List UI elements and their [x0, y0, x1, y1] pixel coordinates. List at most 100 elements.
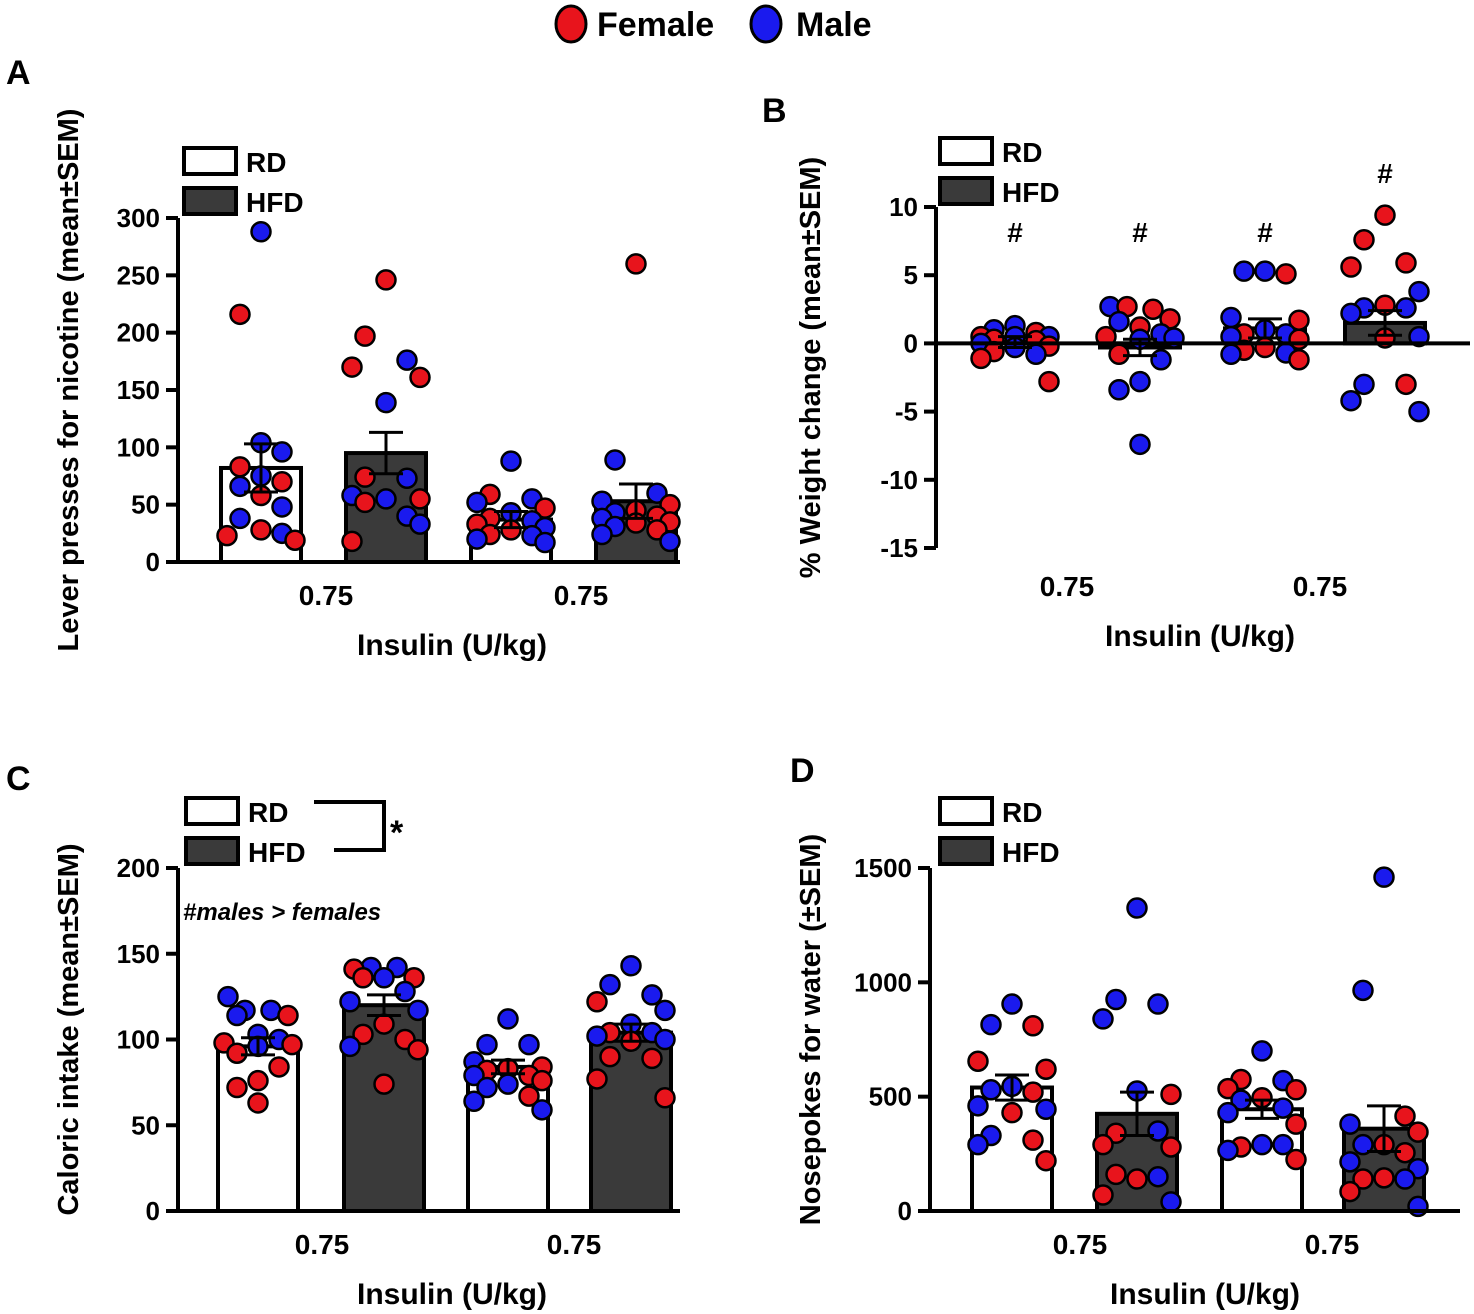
legend-hfd-swatch — [938, 836, 994, 866]
female-point — [1373, 1167, 1395, 1189]
y-axis-label: % Weight change (mean±SEM) — [795, 157, 827, 578]
y-tick-label: 100 — [117, 1025, 160, 1055]
female-point — [229, 303, 251, 326]
male-point — [980, 1013, 1002, 1036]
y-tick-label: 50 — [131, 490, 160, 520]
female-point — [1407, 1121, 1429, 1143]
male-point — [1001, 993, 1023, 1015]
female-point — [226, 1042, 248, 1064]
female-point — [409, 488, 431, 510]
female-point — [247, 1069, 269, 1092]
x-tick-label: 0.75 — [1293, 571, 1348, 602]
legend-hfd-swatch — [938, 176, 994, 206]
y-tick-label: 1000 — [854, 967, 912, 997]
legend-hfd-label: HFD — [246, 187, 304, 218]
y-tick-label: 10 — [889, 192, 918, 222]
male-point — [407, 999, 429, 1022]
male-point — [1092, 1008, 1114, 1030]
male-point — [1160, 1191, 1182, 1213]
male-point — [1352, 1133, 1374, 1156]
x-tick-label: 0.75 — [1053, 1229, 1108, 1260]
male-point — [339, 1035, 361, 1058]
female-point — [641, 1047, 663, 1070]
y-tick-label: 200 — [117, 853, 160, 883]
male-point — [1339, 1151, 1361, 1173]
female-point — [531, 1069, 553, 1092]
male-point — [463, 1090, 485, 1112]
panel-label-d: D — [790, 752, 815, 790]
female-point — [1105, 1163, 1127, 1186]
male-point — [375, 391, 397, 414]
female-point — [375, 269, 397, 291]
male-point — [1108, 310, 1130, 333]
male-point — [1251, 1040, 1273, 1062]
male-point — [1340, 389, 1362, 412]
sex-legend: Female Male — [554, 4, 872, 44]
male-point — [620, 955, 642, 977]
male-point — [1220, 306, 1242, 329]
male-point — [1408, 400, 1430, 423]
male-point — [217, 985, 239, 1008]
male-point — [466, 491, 488, 514]
female-point — [1374, 204, 1396, 226]
female-point — [229, 456, 251, 478]
male-point — [409, 513, 431, 535]
legend-hfd-swatch — [184, 836, 240, 866]
legend-male-label: Male — [796, 6, 872, 44]
female-point — [352, 967, 374, 989]
male-point — [980, 1079, 1002, 1101]
male-point — [1251, 1133, 1273, 1156]
female-point — [271, 470, 293, 493]
y-tick-label: 300 — [117, 203, 160, 233]
male-point — [229, 507, 251, 530]
male-point — [373, 967, 395, 989]
male-point — [1407, 1195, 1429, 1218]
y-tick-label: 50 — [131, 1110, 160, 1140]
female-point — [1022, 1081, 1044, 1103]
male-point — [1254, 260, 1276, 282]
significance-hash: # — [1377, 158, 1393, 189]
y-tick-label: -10 — [880, 465, 918, 495]
male-point — [641, 984, 663, 1006]
male-point — [394, 980, 416, 1003]
female-point — [654, 1087, 676, 1109]
female-point — [1035, 1149, 1057, 1172]
female-point — [1142, 298, 1164, 321]
female-point — [354, 466, 376, 488]
male-point — [659, 530, 681, 553]
male-point — [604, 449, 626, 471]
male-point — [466, 528, 488, 550]
male-point — [654, 1028, 676, 1051]
male-point — [1126, 897, 1148, 919]
female-point — [1001, 1101, 1023, 1124]
female-point — [373, 1013, 395, 1035]
male-point — [1408, 280, 1430, 303]
y-tick-label: 1500 — [854, 853, 912, 883]
female-point — [1395, 373, 1417, 396]
male-point — [591, 523, 613, 546]
y-tick-label: 150 — [117, 375, 160, 405]
female-point — [277, 1004, 299, 1027]
female-point — [1254, 336, 1276, 359]
female-point — [625, 253, 647, 275]
male-point — [1217, 1101, 1239, 1124]
male-point — [1373, 866, 1395, 888]
male-point — [476, 1076, 498, 1099]
male-point — [396, 467, 418, 490]
panel-label-b: B — [762, 92, 787, 130]
female-point — [354, 491, 376, 514]
female-point — [1339, 1180, 1361, 1203]
female-point — [226, 1076, 248, 1099]
female-point — [1092, 1133, 1114, 1156]
male-point — [1108, 379, 1130, 401]
y-tick-label: -5 — [895, 397, 918, 427]
male-point — [1150, 349, 1172, 371]
y-tick-label: 5 — [904, 260, 918, 290]
male-point — [1220, 343, 1242, 366]
female-point — [268, 1056, 290, 1078]
y-tick-label: 0 — [898, 1196, 912, 1226]
male-point — [1272, 1097, 1294, 1119]
